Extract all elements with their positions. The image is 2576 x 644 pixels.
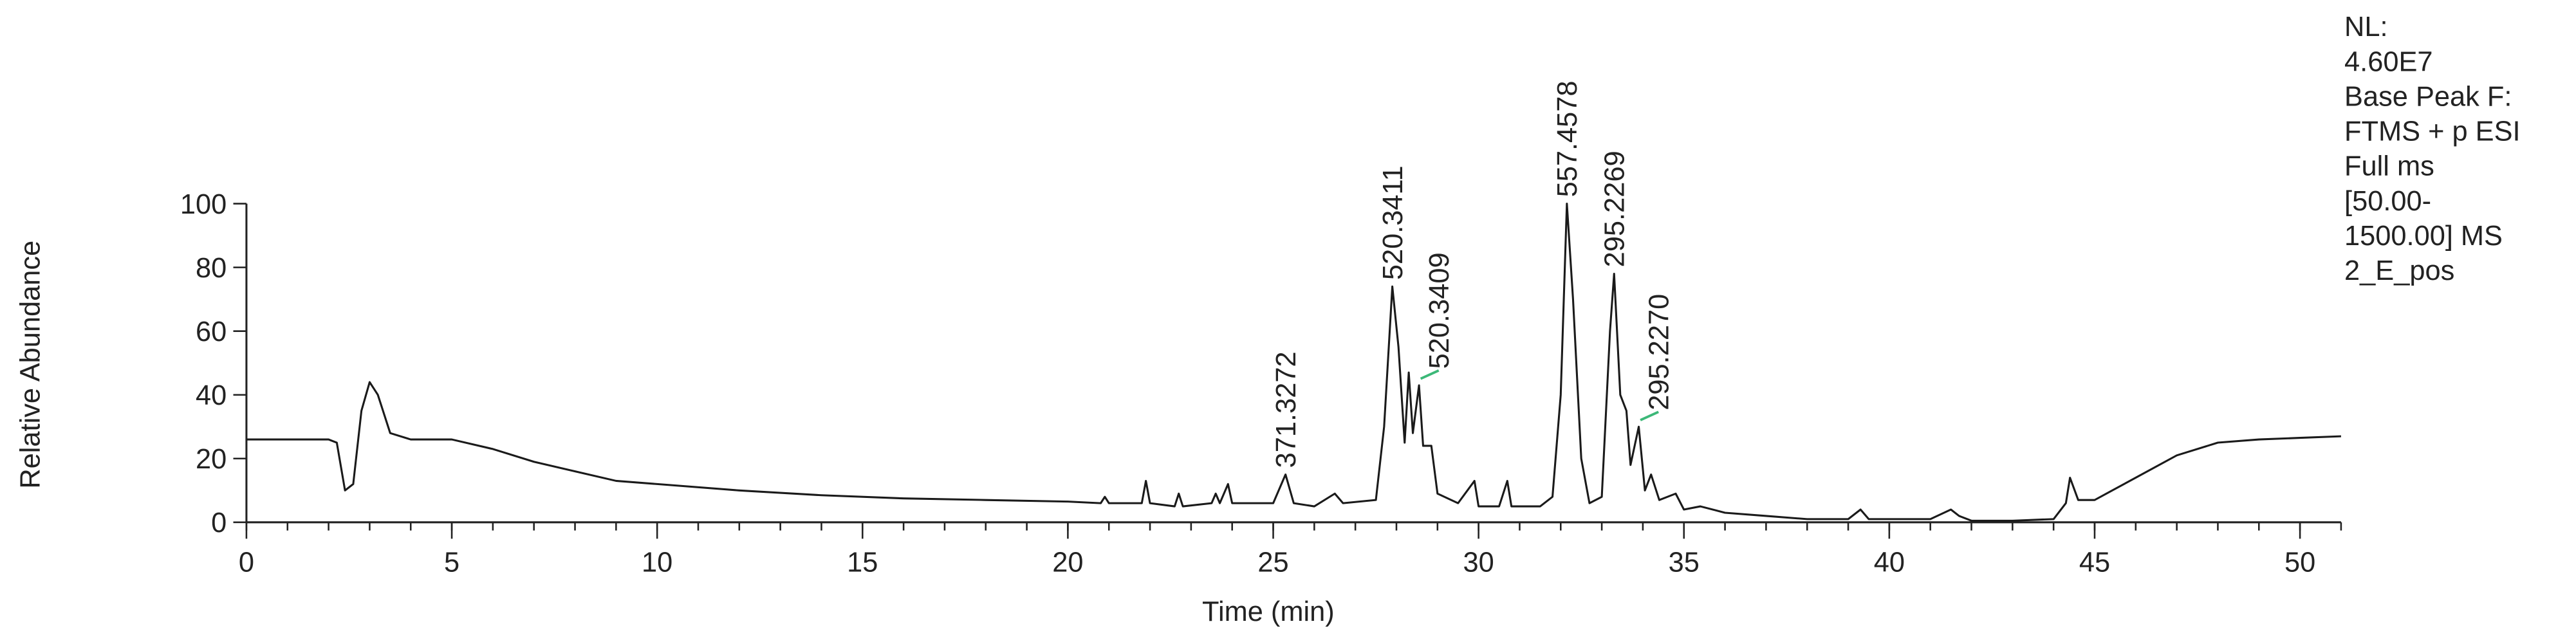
y-tick-label: 80 <box>196 253 227 284</box>
x-tick-label: 40 <box>1874 547 1905 578</box>
y-tick-label: 60 <box>196 317 227 347</box>
peak-label: 520.3411 <box>1378 165 1409 280</box>
annotation-leader <box>1420 369 1440 380</box>
x-tick-label: 50 <box>2284 547 2315 578</box>
info-line: FTMS + p ESI <box>2344 116 2521 147</box>
trace <box>246 203 2341 522</box>
y-tick-label: 40 <box>196 380 227 411</box>
peak-label: 520.3409 <box>1424 252 1455 369</box>
peak-label: 295.2270 <box>1644 294 1675 410</box>
info-line: 1500.00] MS <box>2344 221 2503 252</box>
y-tick-label: 0 <box>211 508 227 538</box>
x-tick-label: 35 <box>1669 547 1700 578</box>
info-line: Base Peak F: <box>2344 81 2512 112</box>
info-line: 2_E_pos <box>2344 255 2454 286</box>
x-tick-label: 0 <box>239 547 254 578</box>
y-tick-label: 100 <box>180 189 227 220</box>
peak-label: 295.2269 <box>1600 151 1631 267</box>
y-tick-label: 20 <box>196 444 227 475</box>
x-tick-label: 10 <box>642 547 672 578</box>
y-axis-title: Relative Abundance <box>15 241 46 489</box>
x-tick-label: 30 <box>1463 547 1494 578</box>
x-tick-label: 45 <box>2079 547 2110 578</box>
info-line: 4.60E7 <box>2344 46 2432 77</box>
peak-label: 557.4578 <box>1552 80 1583 197</box>
info-line: Full ms <box>2344 151 2434 182</box>
x-axis-title: Time (min) <box>1202 596 1335 627</box>
peak-label: 371.3272 <box>1271 351 1302 468</box>
x-tick-label: 25 <box>1257 547 1288 578</box>
x-tick-label: 15 <box>847 547 878 578</box>
annotation-leader <box>1640 410 1659 421</box>
x-tick-label: 20 <box>1052 547 1083 578</box>
info-line: NL: <box>2344 12 2387 42</box>
info-line: [50.00- <box>2344 186 2431 217</box>
x-tick-label: 5 <box>444 547 459 578</box>
